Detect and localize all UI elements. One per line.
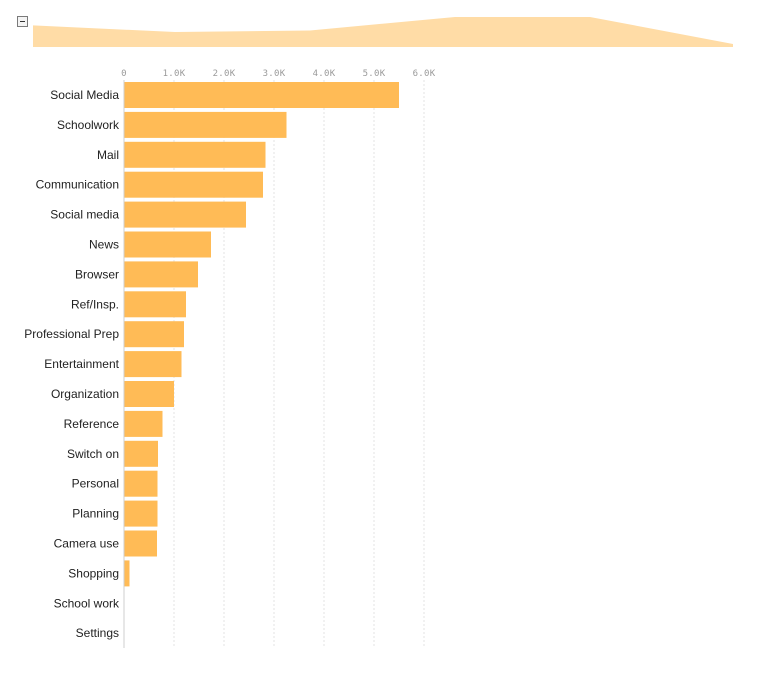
bar-ref-insp[interactable] bbox=[124, 291, 186, 318]
category-label: Shopping bbox=[68, 566, 119, 580]
bar-social-media[interactable] bbox=[124, 82, 399, 108]
bar-switch-on[interactable] bbox=[124, 440, 158, 467]
category-label: Entertainment bbox=[44, 357, 119, 371]
bar-browser[interactable] bbox=[124, 261, 198, 288]
bar-reference[interactable] bbox=[124, 410, 163, 437]
category-label: School work bbox=[54, 596, 120, 610]
minus-icon bbox=[20, 21, 25, 23]
x-tick-label: 6.0K bbox=[413, 69, 436, 79]
x-tick-label: 0 bbox=[121, 69, 127, 79]
category-label: Settings bbox=[76, 626, 119, 640]
category-label: Reference bbox=[64, 417, 120, 431]
category-label: Switch on bbox=[67, 447, 119, 461]
bar-shopping[interactable] bbox=[124, 560, 130, 587]
overview-area bbox=[33, 17, 733, 47]
category-label: Camera use bbox=[54, 537, 120, 551]
bar-social-media[interactable] bbox=[124, 201, 246, 228]
category-label: Mail bbox=[97, 148, 119, 162]
x-tick-label: 3.0K bbox=[263, 69, 286, 79]
category-label: Schoolwork bbox=[57, 118, 120, 132]
bar-communication[interactable] bbox=[124, 171, 263, 198]
bar-camera-use[interactable] bbox=[124, 530, 157, 557]
overview-strip[interactable] bbox=[0, 0, 759, 60]
bar-organization[interactable] bbox=[124, 381, 174, 407]
bar-news[interactable] bbox=[124, 231, 211, 258]
bar-entertainment[interactable] bbox=[124, 351, 182, 378]
category-label: Professional Prep bbox=[24, 327, 119, 341]
bar-mail[interactable] bbox=[124, 141, 266, 168]
x-tick-label: 5.0K bbox=[363, 69, 386, 79]
x-tick-label: 2.0K bbox=[213, 69, 236, 79]
category-label: Ref/Insp. bbox=[71, 297, 119, 311]
overview-area-chart[interactable] bbox=[0, 0, 759, 60]
bar-planning[interactable] bbox=[124, 500, 158, 527]
bar-professional-prep[interactable] bbox=[124, 321, 184, 348]
x-tick-label: 1.0K bbox=[163, 69, 186, 79]
bar-schoolwork[interactable] bbox=[124, 111, 287, 138]
x-axis-ticks: 0 1.0K 2.0K 3.0K 4.0K 5.0K 6.0K bbox=[121, 69, 436, 79]
bar-personal[interactable] bbox=[124, 470, 158, 497]
category-label: Social media bbox=[50, 208, 119, 222]
category-label: Planning bbox=[72, 507, 119, 521]
category-labels: Social Media Schoolwork Mail Communication S… bbox=[24, 88, 120, 640]
category-label: News bbox=[89, 238, 119, 252]
category-label: Communication bbox=[36, 178, 119, 192]
category-label: Personal bbox=[72, 477, 119, 491]
collapse-button[interactable] bbox=[17, 16, 28, 27]
x-tick-label: 4.0K bbox=[313, 69, 336, 79]
category-label: Social Media bbox=[50, 88, 119, 102]
category-label: Organization bbox=[51, 387, 119, 401]
bars bbox=[124, 82, 399, 647]
category-label: Browser bbox=[75, 267, 119, 281]
